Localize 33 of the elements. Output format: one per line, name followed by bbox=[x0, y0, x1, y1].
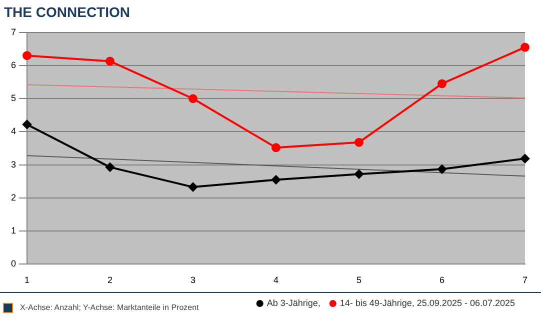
point bbox=[520, 154, 530, 164]
point bbox=[354, 170, 364, 179]
x-tick-label: 5 bbox=[356, 275, 362, 286]
x-tick-label: 1 bbox=[24, 275, 30, 286]
y-tick-label: 4 bbox=[10, 126, 16, 136]
point bbox=[188, 182, 198, 192]
point bbox=[354, 138, 364, 147]
y-tick-label: 3 bbox=[10, 159, 16, 170]
point bbox=[22, 120, 32, 129]
x-tick-label: 2 bbox=[107, 275, 113, 286]
legend-label: 14- bis 49-Jährige, 25.09.2025 - 06.07.2025 bbox=[340, 298, 516, 308]
x-tick-label: 6 bbox=[439, 275, 445, 286]
y-tick-label: 2 bbox=[10, 192, 16, 202]
y-tick-label: 1 bbox=[10, 226, 16, 236]
point bbox=[106, 56, 115, 66]
text: X-Achse: Anzahl; Y-Achse: Marktanteile in Prozent bbox=[20, 303, 199, 312]
point bbox=[22, 51, 32, 60]
point bbox=[272, 143, 281, 152]
point bbox=[106, 162, 115, 172]
y-tick-label: 7 bbox=[10, 26, 16, 37]
point bbox=[438, 164, 446, 174]
point bbox=[438, 79, 446, 88]
point bbox=[520, 42, 530, 52]
x-tick-label: 4 bbox=[273, 275, 279, 286]
y-tick-label: 5 bbox=[10, 93, 16, 104]
x-tick-label: 3 bbox=[190, 275, 196, 286]
point bbox=[188, 94, 198, 104]
x-tick-label: 7 bbox=[522, 275, 528, 286]
y-tick-label: 0 bbox=[10, 258, 16, 269]
point bbox=[272, 175, 281, 184]
y-tick-label: 6 bbox=[10, 60, 16, 70]
legend-label: Ab 3-Jährige, bbox=[266, 298, 320, 308]
chart-title: THE CONNECTION bbox=[4, 4, 130, 20]
